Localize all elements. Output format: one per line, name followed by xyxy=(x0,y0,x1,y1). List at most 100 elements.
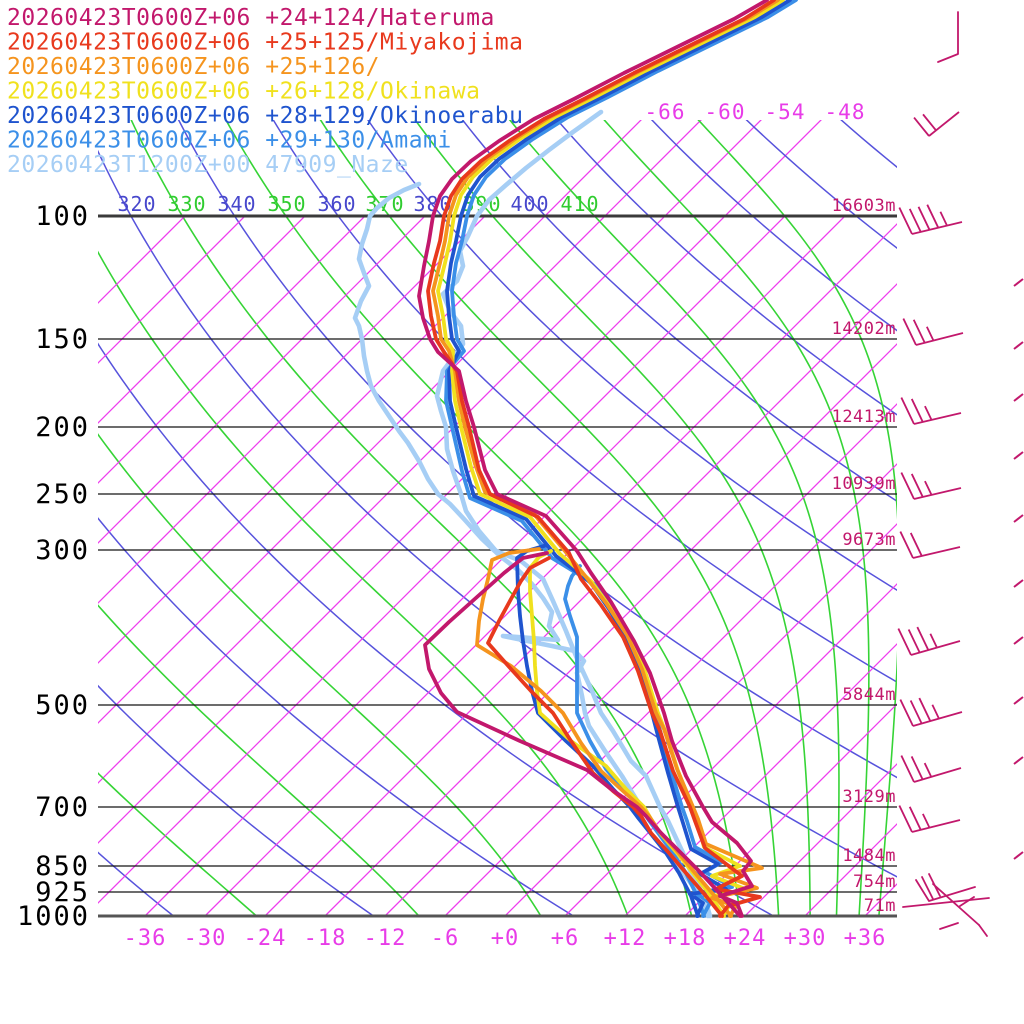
height-label-925: 754m xyxy=(853,872,896,892)
wind-barb-feather xyxy=(899,531,914,559)
wind-barb-feather xyxy=(916,626,930,651)
wind-barb-feather xyxy=(912,319,926,344)
pressure-label-700: 700 xyxy=(35,792,90,823)
legend-row-0: 20260423T0600Z+06 +24+124/Hateruma xyxy=(7,5,495,31)
moist-adiabat-line xyxy=(98,433,542,916)
wind-barb-feather xyxy=(924,405,933,421)
wind-barb-surface xyxy=(939,922,959,930)
moist-adiabat-line xyxy=(98,250,629,916)
dry-adiabat-line xyxy=(556,120,897,416)
bottom-temp-label: -24 xyxy=(244,926,287,951)
height-label-1000: 71m xyxy=(864,896,896,916)
theta-label-400: 400 xyxy=(510,192,549,216)
wind-barb-edge-tick xyxy=(1013,756,1024,765)
moist-adiabat-line xyxy=(98,604,420,916)
wind-barbs xyxy=(897,11,1024,937)
wind-barb-surface xyxy=(921,876,934,900)
dry-adiabat-line xyxy=(650,120,897,332)
wind-barb-edge-tick xyxy=(1013,851,1024,860)
isotherm-line xyxy=(384,403,897,916)
bottom-temp-label: -12 xyxy=(364,926,407,951)
legend-row-2: 20260423T0600Z+06 +25+126/ xyxy=(7,54,380,80)
wind-barb-surface xyxy=(902,897,990,908)
height-label-500: 5844m xyxy=(842,685,896,705)
bottom-temp-label: -30 xyxy=(184,926,227,951)
pressure-axis: 100 16603m 150 14202m 200 12413m 250 10939m 300 9… xyxy=(17,196,897,932)
wind-barb-feather xyxy=(926,204,940,229)
isotherm-line xyxy=(684,703,897,916)
moist-adiabat-line xyxy=(697,120,897,916)
legend-row-3: 20260423T0600Z+06 +26+128/Okinawa xyxy=(7,79,480,105)
bottom-temp-label: +36 xyxy=(844,926,887,951)
legend-row-1: 20260423T0600Z+06 +25+125/Miyakojima xyxy=(7,30,524,56)
height-label-850: 1484m xyxy=(842,846,896,866)
dry-adiabat-line xyxy=(98,342,775,916)
wind-barb-feather xyxy=(910,473,924,498)
soundings xyxy=(352,0,798,919)
isotherm-line xyxy=(624,643,897,916)
isotherm-line xyxy=(98,120,642,664)
moist-adiabat-line xyxy=(225,120,741,916)
wind-barb-feather xyxy=(923,762,933,778)
wind-barb-staff xyxy=(913,487,962,500)
wind-barb-feather xyxy=(902,318,917,346)
moist-adiabat-line xyxy=(319,120,780,916)
sounding-dewpoint-hateruma xyxy=(423,551,742,918)
pressure-label-250: 250 xyxy=(35,479,90,510)
isotherm-line xyxy=(98,216,426,544)
bottom-temp-label: +30 xyxy=(784,926,827,951)
temperature-labels: -66 -60 -54 -48 -36 -30 -24 -18 -12 -6 +0 +6 +12 +18 +… xyxy=(124,100,887,951)
wind-barb-feather xyxy=(939,211,948,226)
isotherm-line xyxy=(98,216,486,604)
isotherm-line xyxy=(98,120,702,724)
isotherm-line xyxy=(144,216,846,916)
bottom-temp-label: +6 xyxy=(551,926,580,951)
wind-barb-feather xyxy=(909,532,923,557)
dry-adiabat-line xyxy=(745,120,897,250)
moist-adiabat-line xyxy=(98,772,258,916)
bottom-temp-label: +18 xyxy=(664,926,707,951)
wind-barb-feather xyxy=(898,207,913,235)
wind-barb-feather xyxy=(913,117,930,137)
sounding-temperature-miyakojima xyxy=(426,0,776,918)
wind-barb-edge-tick xyxy=(1013,278,1024,287)
wind-barb-edge-tick xyxy=(1013,579,1024,588)
theta-label-360: 360 xyxy=(317,192,356,216)
wind-barb-edge-tick xyxy=(1013,514,1024,523)
dry-adiabat-line xyxy=(98,149,897,878)
wind-barb-surface xyxy=(932,883,980,926)
wind-barb-feather xyxy=(899,699,914,727)
isotherm-line xyxy=(744,763,897,916)
thetae-label-350: 350 xyxy=(267,192,306,216)
dry-adiabat-line xyxy=(272,120,897,683)
wind-barb-feather xyxy=(910,398,924,423)
wind-barb-feather xyxy=(918,697,932,722)
pressure-label-300: 300 xyxy=(35,535,90,566)
dry-adiabat-line xyxy=(177,120,897,779)
wind-barb-staff xyxy=(928,111,960,137)
wind-barb-feather xyxy=(897,628,912,656)
isotherm-line xyxy=(444,463,897,916)
isotherm-line xyxy=(98,120,762,784)
bottom-temp-label: +12 xyxy=(604,926,647,951)
pressure-label-1000: 1000 xyxy=(17,901,90,932)
wind-barb-feather xyxy=(908,806,922,831)
sounding-temperature-hateruma xyxy=(417,0,769,918)
pressure-label-500: 500 xyxy=(35,690,90,721)
wind-barb-edge-tick xyxy=(1013,636,1024,645)
grid-lower xyxy=(98,216,897,916)
wind-barb-edge-tick xyxy=(1013,393,1024,402)
wind-barb-feather xyxy=(924,480,933,496)
isotherm-line xyxy=(504,523,897,916)
wind-barb-feather xyxy=(931,704,940,719)
isotherm-line xyxy=(204,223,897,916)
pressure-label-100: 100 xyxy=(35,201,90,232)
isotherm-line xyxy=(264,283,897,916)
legend-row-4: 20260423T0600Z+06 +28+129/Okinoerabu xyxy=(7,103,524,129)
wind-barb-surface xyxy=(978,924,988,937)
height-label-300: 9673m xyxy=(842,530,896,550)
height-label-150: 14202m xyxy=(832,319,896,339)
wind-barb-feather xyxy=(909,700,923,724)
sounding-dewpoint-miyakojima xyxy=(486,556,724,918)
